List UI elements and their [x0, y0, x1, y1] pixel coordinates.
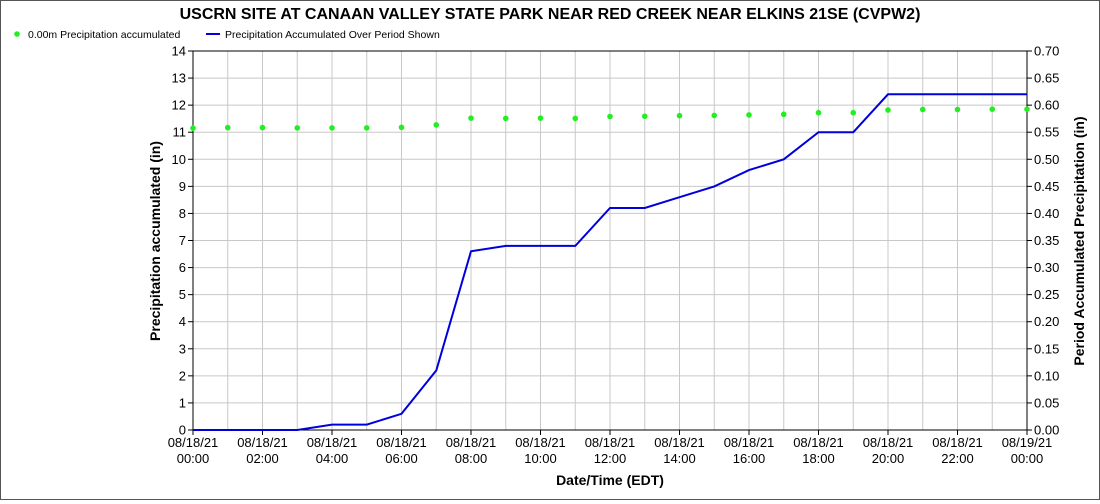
- x-tick-time-label: 20:00: [872, 451, 905, 466]
- right-tick-label: 0.50: [1034, 152, 1059, 167]
- legend: 0.00m Precipitation accumulated Precipit…: [14, 29, 440, 41]
- x-tick-date-label: 08/18/21: [654, 435, 705, 450]
- x-tick-date-label: 08/19/21: [1002, 435, 1053, 450]
- right-tick-label: 0.20: [1034, 314, 1059, 329]
- left-tick-label: 1: [179, 395, 186, 410]
- scatter-point: [815, 109, 822, 116]
- x-tick-date-label: 08/18/21: [724, 435, 775, 450]
- x-tick-time-label: 14:00: [663, 451, 696, 466]
- x-tick-date-label: 08/18/21: [307, 435, 358, 450]
- left-tick-label: 6: [179, 260, 186, 275]
- x-tick-time-label: 02:00: [246, 451, 279, 466]
- x-tick-date-label: 08/18/21: [863, 435, 914, 450]
- scatter-point: [850, 109, 857, 116]
- scatter-point: [780, 111, 787, 118]
- scatter-point: [398, 124, 405, 131]
- left-tick-label: 7: [179, 233, 186, 248]
- legend-line-label: Precipitation Accumulated Over Period Sh…: [225, 29, 440, 41]
- right-tick-label: 0.15: [1034, 341, 1059, 356]
- scatter-series: [190, 106, 1030, 131]
- scatter-point: [607, 113, 613, 120]
- scatter-point: [537, 115, 544, 121]
- right-y-ticks: 0.00 0.05 0.10 0.15 0.20 0.25 0.30 0.35 0.40 0.45…: [1027, 44, 1059, 438]
- scatter-point: [954, 106, 961, 113]
- right-tick-label: 0.05: [1034, 395, 1059, 410]
- right-tick-label: 0.70: [1034, 44, 1059, 59]
- left-tick-label: 12: [172, 98, 186, 113]
- x-tick-time-label: 16:00: [733, 451, 766, 466]
- right-tick-label: 0.30: [1034, 260, 1059, 275]
- left-tick-label: 14: [172, 44, 186, 59]
- scatter-point: [1024, 106, 1030, 113]
- x-tick-time-label: 04:00: [316, 451, 349, 466]
- x-tick-time-label: 22:00: [941, 451, 974, 466]
- plot-area-border: [192, 50, 1028, 431]
- grid: [192, 50, 1028, 431]
- right-y-axis-label: Period Accumulated Precipitation (in): [1071, 116, 1087, 365]
- left-tick-label: 9: [179, 179, 186, 194]
- right-tick-label: 0.65: [1034, 71, 1059, 86]
- x-tick-date-label: 08/18/21: [793, 435, 844, 450]
- right-tick-label: 0.25: [1034, 287, 1059, 302]
- right-tick-label: 0.40: [1034, 206, 1059, 221]
- scatter-point: [329, 125, 335, 131]
- right-tick-label: 0.10: [1034, 368, 1059, 383]
- x-tick-time-label: 00:00: [1011, 451, 1044, 466]
- scatter-point: [641, 113, 648, 120]
- scatter-point: [433, 122, 440, 128]
- x-tick-date-label: 08/18/21: [237, 435, 288, 450]
- right-tick-label: 0.00: [1034, 423, 1059, 438]
- x-tick-date-label: 08/18/21: [376, 435, 427, 450]
- scatter-point: [885, 107, 891, 113]
- left-tick-label: 13: [172, 71, 186, 86]
- scatter-point: [919, 106, 926, 113]
- x-tick-date-label: 08/18/21: [446, 435, 497, 450]
- x-tick-date-label: 08/18/21: [515, 435, 566, 450]
- left-y-axis-label: Precipitation accumulated (in): [147, 141, 163, 341]
- left-tick-label: 5: [179, 287, 186, 302]
- left-tick-label: 10: [172, 152, 186, 167]
- scatter-point: [711, 112, 718, 119]
- left-tick-label: 0: [179, 423, 186, 438]
- scatter-point: [224, 124, 231, 131]
- left-tick-label: 3: [179, 341, 186, 356]
- scatter-point: [676, 112, 683, 119]
- left-tick-label: 2: [179, 368, 186, 383]
- scatter-point: [572, 115, 579, 122]
- scatter-point: [746, 112, 752, 118]
- x-tick-time-label: 00:00: [177, 451, 210, 466]
- right-tick-label: 0.45: [1034, 179, 1059, 194]
- x-tick-date-label: 08/18/21: [932, 435, 983, 450]
- scatter-point: [502, 115, 509, 122]
- right-tick-label: 0.35: [1034, 233, 1059, 248]
- x-tick-date-label: 08/18/21: [168, 435, 219, 450]
- x-tick-time-label: 18:00: [802, 451, 835, 466]
- legend-scatter-label: 0.00m Precipitation accumulated: [28, 29, 180, 41]
- legend-scatter-marker: [14, 31, 20, 37]
- x-tick-time-label: 12:00: [594, 451, 627, 466]
- x-tick-time-label: 08:00: [455, 451, 488, 466]
- x-ticks: 08/18/2100:0008/18/2102:0008/18/2104:000…: [168, 430, 1053, 466]
- scatter-point: [190, 125, 196, 131]
- chart-title: USCRN SITE AT CANAAN VALLEY STATE PARK N…: [180, 6, 921, 23]
- x-tick-time-label: 10:00: [524, 451, 557, 466]
- right-tick-label: 0.55: [1034, 125, 1059, 140]
- right-tick-label: 0.60: [1034, 98, 1059, 113]
- scatter-point: [989, 106, 996, 113]
- x-tick-time-label: 06:00: [385, 451, 418, 466]
- scatter-point: [468, 115, 474, 121]
- x-tick-date-label: 08/18/21: [585, 435, 636, 450]
- scatter-point: [259, 124, 266, 131]
- period-accumulation-line: [193, 93, 1027, 431]
- scatter-point: [363, 125, 370, 131]
- x-axis-label: Date/Time (EDT): [556, 472, 664, 488]
- left-tick-label: 8: [179, 206, 186, 221]
- scatter-point: [294, 125, 301, 131]
- left-tick-label: 4: [179, 314, 186, 329]
- left-tick-label: 11: [173, 125, 187, 140]
